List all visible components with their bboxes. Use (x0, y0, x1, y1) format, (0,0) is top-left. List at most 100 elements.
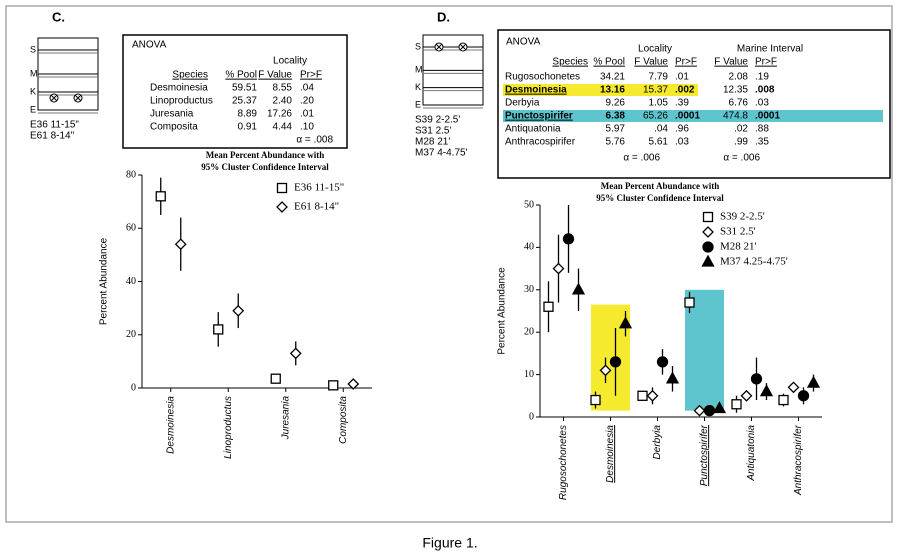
category-highlight (685, 289, 724, 411)
column-header: % Pool (593, 57, 625, 68)
y-tick-label: 20 (126, 329, 136, 340)
caption: Figure 1. (422, 535, 477, 551)
table-cell: 6.76 (729, 98, 749, 109)
sample-label: M37 4-4.75' (415, 148, 468, 159)
table-cell: Linoproductus (150, 96, 213, 107)
strat-label: E (415, 99, 421, 109)
y-tick-label: 50 (524, 199, 534, 210)
table-cell: 0.91 (238, 122, 258, 133)
y-tick-label: 60 (126, 223, 136, 234)
marker-square (684, 297, 695, 308)
x-tick-label: Desmoinesia (605, 425, 616, 483)
table-cell: .0001 (675, 111, 700, 122)
marker-triangle (665, 371, 680, 384)
alpha-label: α = .008 (296, 135, 333, 146)
table-cell: 474.8 (723, 111, 748, 122)
table-cell: .01 (675, 72, 689, 83)
table-cell: 17.26 (267, 109, 292, 120)
marker-diamond (646, 389, 659, 402)
column-header: % Pool (225, 70, 257, 81)
marker-square (213, 324, 224, 335)
table-cell: Anthracospirifer (505, 137, 576, 148)
table-cell: 7.79 (649, 72, 669, 83)
strat-label: M (30, 68, 38, 78)
marker-diamond (599, 364, 612, 377)
anova-box (122, 34, 348, 149)
column-header: Species (172, 70, 208, 81)
group-header: Marine Interval (737, 44, 803, 55)
y-tick-label: 0 (529, 411, 534, 422)
table-cell: .99 (734, 137, 748, 148)
table-cell: 6.38 (606, 111, 626, 122)
y-tick-label: 10 (524, 369, 534, 380)
alpha-label: α = .006 (723, 153, 760, 164)
sample-label: S31 2.5' (415, 126, 451, 137)
x-tick-label: Composita (338, 396, 349, 444)
table-cell: 59.51 (232, 83, 257, 94)
alpha-label: α = .006 (623, 153, 660, 164)
sample-cross (435, 43, 443, 51)
marker-square (590, 394, 601, 406)
legend-label: M37 4.25-4.75' (720, 256, 788, 268)
x-tick-label: Punctospirifer (699, 424, 710, 486)
strat-label: K (30, 86, 36, 96)
table-cell: .008 (755, 85, 775, 96)
table-cell: 5.97 (606, 124, 626, 135)
y-tick-label: 40 (524, 242, 534, 253)
column-header: Pr>F (755, 57, 777, 68)
y-tick-label: 30 (524, 284, 534, 295)
sample-label: S39 2-2.5' (415, 115, 460, 126)
table-cell: 12.35 (723, 85, 748, 96)
table-cell: .002 (675, 85, 695, 96)
table-cell: 8.89 (238, 109, 258, 120)
table-cell: .03 (675, 137, 689, 148)
table-cell: .96 (675, 124, 689, 135)
marker-diamond (693, 404, 706, 417)
x-tick-label: Anthracospirifer (793, 424, 804, 496)
table-cell: .19 (755, 72, 769, 83)
table-cell: 65.26 (643, 111, 668, 122)
table-cell: 8.55 (273, 83, 293, 94)
x-tick-label: Derbyia (652, 425, 663, 460)
y-axis-label: Percent Abundance (99, 237, 110, 325)
legend-label: E36 11-15" (294, 182, 344, 194)
legend-label: E61 8-14" (294, 201, 339, 213)
anova-title: ANOVA (506, 37, 541, 48)
table-cell: 25.37 (232, 96, 257, 107)
chart-title: Mean Percent Abundance with (206, 150, 325, 160)
y-tick-label: 80 (126, 169, 136, 180)
marker-circle (703, 404, 716, 417)
column-header: Species (552, 57, 588, 68)
table-cell: 1.05 (649, 98, 669, 109)
marker-square (543, 301, 554, 312)
chart-title: 95% Cluster Confidence Interval (201, 162, 329, 172)
column-header: Pr>F (675, 57, 697, 68)
legend-label: M28 21' (720, 241, 757, 253)
table-cell: Desmoinesia (150, 83, 208, 94)
table-cell: .88 (755, 124, 769, 135)
table-cell: 34.21 (600, 72, 625, 83)
table-cell: .01 (300, 109, 314, 120)
strat-label: K (415, 82, 421, 92)
group-header: Locality (273, 56, 307, 67)
chart-title: Mean Percent Abundance with (601, 181, 720, 191)
marker-diamond (787, 381, 800, 394)
strat-label: S (415, 41, 421, 51)
marker-circle (702, 241, 714, 253)
row-highlight (503, 110, 883, 122)
table-cell: Punctospirifer (505, 111, 573, 122)
axes (539, 205, 822, 418)
marker-circle (797, 390, 810, 402)
table-cell: 4.44 (273, 122, 293, 133)
marker-circle (656, 356, 669, 368)
marker-triangle (712, 401, 727, 414)
sample-cross (459, 43, 467, 51)
marker-triangle (701, 254, 715, 267)
row-highlight (503, 84, 698, 96)
strat-label: S (30, 44, 36, 54)
marker-square (637, 390, 648, 401)
panel-label: D. (437, 9, 450, 24)
column-header: F Value (634, 57, 668, 68)
column-header: Pr>F (300, 70, 322, 81)
